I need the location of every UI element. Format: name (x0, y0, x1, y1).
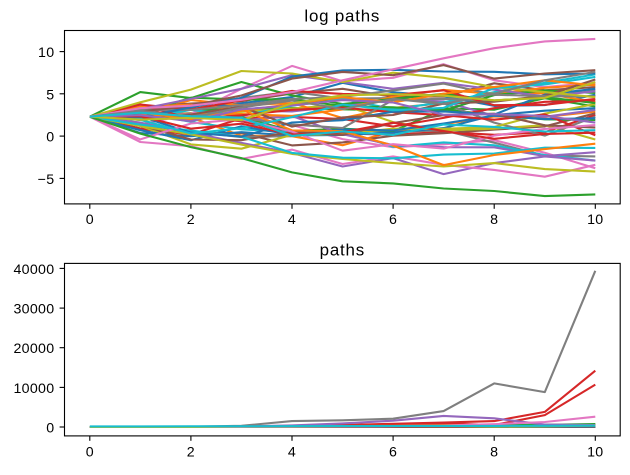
svg-text:0: 0 (46, 130, 54, 146)
svg-text:10: 10 (38, 45, 54, 61)
svg-text:0: 0 (46, 421, 54, 437)
svg-text:20000: 20000 (13, 341, 54, 357)
svg-text:−5: −5 (38, 172, 55, 188)
svg-text:8: 8 (490, 445, 498, 461)
svg-text:6: 6 (389, 445, 397, 461)
svg-text:5: 5 (46, 87, 54, 103)
svg-text:2: 2 (187, 212, 195, 228)
svg-text:4: 4 (288, 445, 296, 461)
svg-text:8: 8 (490, 212, 498, 228)
svg-text:log paths: log paths (304, 7, 380, 26)
svg-text:10: 10 (587, 445, 603, 461)
svg-text:6: 6 (389, 212, 397, 228)
svg-text:30000: 30000 (13, 302, 54, 318)
svg-text:paths: paths (320, 240, 365, 259)
svg-text:0: 0 (86, 212, 94, 228)
svg-text:10: 10 (587, 212, 603, 228)
svg-text:0: 0 (86, 445, 94, 461)
svg-text:2: 2 (187, 445, 195, 461)
svg-text:40000: 40000 (13, 262, 54, 278)
svg-text:10000: 10000 (13, 381, 54, 397)
svg-text:4: 4 (288, 212, 296, 228)
